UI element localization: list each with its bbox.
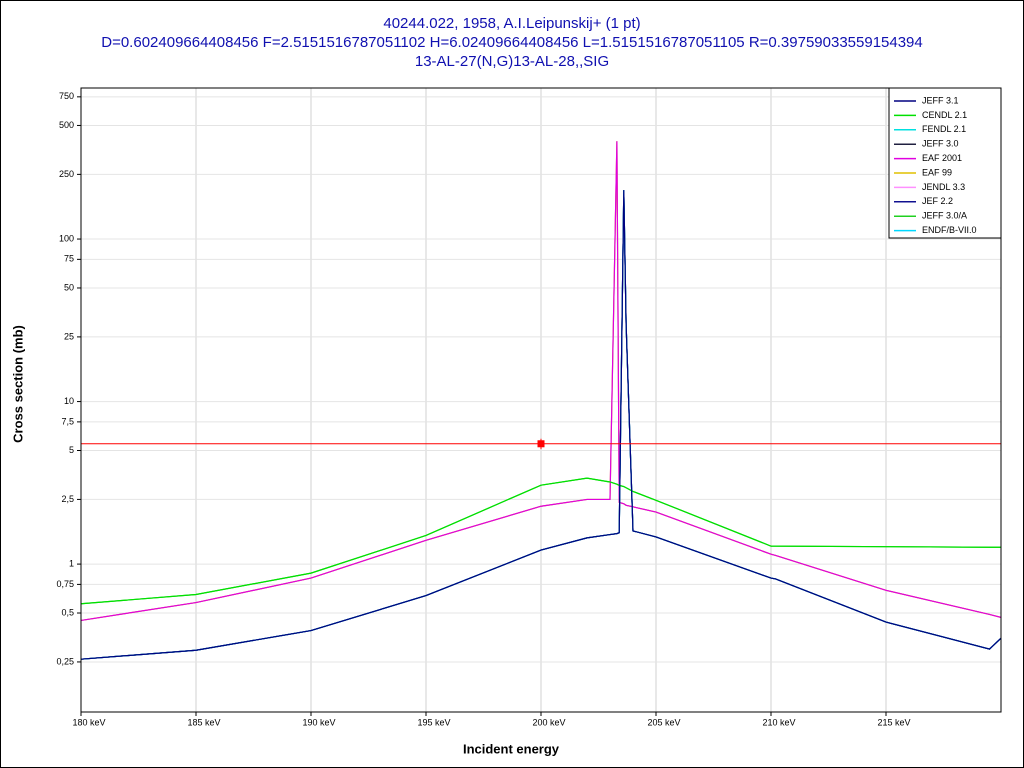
y-tick-label: 0,5	[61, 607, 74, 617]
y-tick-label: 750	[59, 91, 74, 101]
y-tick-label: 5	[69, 445, 74, 455]
x-tick-label: 215 keV	[877, 717, 910, 727]
legend-label: JEFF 3.0/A	[922, 211, 967, 221]
legend-label: CENDL 2.1	[922, 110, 967, 120]
y-tick-label: 75	[64, 254, 74, 264]
legend-label: EAF 99	[922, 167, 952, 177]
legend-label: JEFF 3.0	[922, 139, 959, 149]
title-line: 40244.022, 1958, A.I.Leipunskij+ (1 pt)	[383, 15, 640, 32]
title-line: D=0.602409664408456 F=2.5151516787051102…	[101, 34, 923, 51]
x-tick-label: 200 keV	[532, 717, 565, 727]
legend-label: FENDL 2.1	[922, 124, 966, 134]
series-line	[81, 141, 1001, 622]
y-tick-label: 2,5	[61, 494, 74, 504]
y-tick-label: 0,25	[56, 656, 74, 666]
legend-label: ENDF/B-VII.0	[922, 225, 977, 235]
data-point	[537, 440, 545, 448]
y-tick-label: 1	[69, 558, 74, 568]
legend-label: JENDL 3.3	[922, 182, 965, 192]
x-axis-label: Incident energy	[463, 741, 560, 756]
legend-label: JEFF 3.1	[922, 95, 959, 105]
y-tick-label: 250	[59, 169, 74, 179]
series-line	[81, 190, 1001, 660]
x-tick-label: 210 keV	[762, 717, 795, 727]
y-tick-label: 500	[59, 120, 74, 130]
y-tick-label: 25	[64, 331, 74, 341]
y-axis-label: Cross section (mb)	[10, 325, 25, 443]
y-tick-label: 100	[59, 233, 74, 243]
legend-label: JEF 2.2	[922, 196, 953, 206]
x-tick-label: 185 keV	[187, 717, 220, 727]
y-tick-label: 7,5	[61, 416, 74, 426]
legend-box	[888, 87, 1002, 239]
plot-area	[81, 141, 1001, 660]
y-tick-label: 50	[64, 282, 74, 292]
series-line	[81, 477, 1001, 605]
x-tick-label: 195 keV	[417, 717, 450, 727]
plot-frame	[80, 87, 1002, 713]
x-tick-label: 190 keV	[302, 717, 335, 727]
x-tick-label: 205 keV	[647, 717, 680, 727]
y-tick-label: 0,75	[56, 579, 74, 589]
x-tick-label: 180 keV	[72, 717, 105, 727]
legend-label: EAF 2001	[922, 153, 962, 163]
y-tick-label: 10	[64, 396, 74, 406]
title-line: 13-AL-27(N,G)13-AL-28,,SIG	[415, 53, 609, 70]
